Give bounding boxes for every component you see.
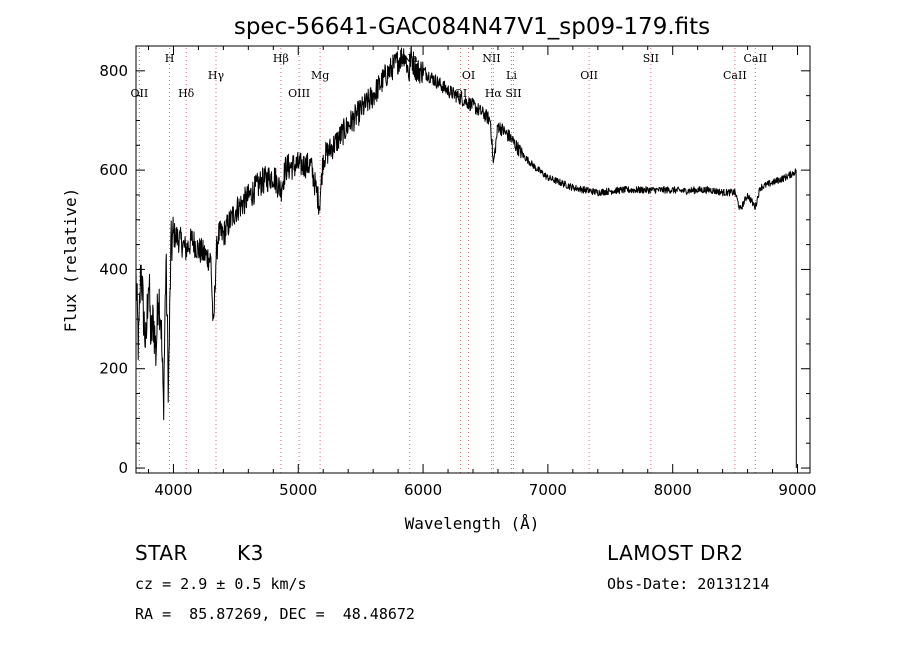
y-tick-label: 400: [99, 260, 128, 278]
line-marker-label: Mg: [311, 69, 329, 82]
x-tick-label: 7000: [529, 481, 567, 499]
y-tick-label: 600: [99, 161, 128, 179]
line-marker-label: OII: [131, 87, 149, 100]
survey-name: LAMOST DR2: [607, 541, 744, 565]
line-marker-label: Hγ: [208, 69, 225, 82]
y-tick-label: 0: [118, 459, 128, 477]
y-tick-label: 800: [99, 62, 128, 80]
line-marker-label: NII: [482, 52, 500, 65]
spectrum-line: [135, 45, 797, 469]
x-axis-label: Wavelength (Å): [405, 514, 540, 533]
line-marker-label: CaII: [723, 69, 747, 82]
object-class: STAR: [135, 541, 188, 565]
spectrum-series: [135, 45, 797, 469]
object-subclass: K3: [237, 541, 264, 565]
y-axis-label: Flux (relative): [61, 188, 80, 333]
line-marker-label: Hβ: [273, 52, 289, 65]
redshift-text: cz = 2.9 ± 0.5 km/s: [135, 575, 307, 593]
axes: 4000 5000 6000 7000 8000 9000 0 200 400 600 800: [99, 46, 817, 499]
line-marker-label: Hα: [485, 87, 503, 100]
line-marker-label: H: [165, 52, 175, 65]
x-tick-label: 9000: [778, 481, 816, 499]
plot-frame: [135, 45, 811, 474]
x-tick-label: 8000: [654, 481, 692, 499]
line-marker-label: SII: [505, 87, 521, 100]
line-marker-label: SII: [643, 52, 659, 65]
line-marker-label: CaII: [743, 52, 767, 65]
coordinates-text: RA = 85.87269, DEC = 48.48672: [135, 605, 415, 623]
line-marker-label: OIII: [288, 87, 310, 100]
y-tick-label: 200: [99, 360, 128, 378]
line-marker-label: Hδ: [178, 87, 195, 100]
x-tick-label: 6000: [404, 481, 442, 499]
x-tick-label: 5000: [279, 481, 317, 499]
line-marker-label: OI: [462, 69, 475, 82]
x-tick-label: 4000: [154, 481, 192, 499]
line-markers: OIIHHδHγHβOIIIMgNaOIOINIIHαLiSIIOIISIICa…: [131, 48, 767, 473]
line-marker-label: OII: [580, 69, 598, 82]
chart-title: spec-56641-GAC084N47V1_sp09-179.fits: [234, 14, 710, 40]
observation-date: Obs-Date: 20131214: [607, 575, 770, 593]
line-marker-label: Li: [506, 69, 517, 82]
